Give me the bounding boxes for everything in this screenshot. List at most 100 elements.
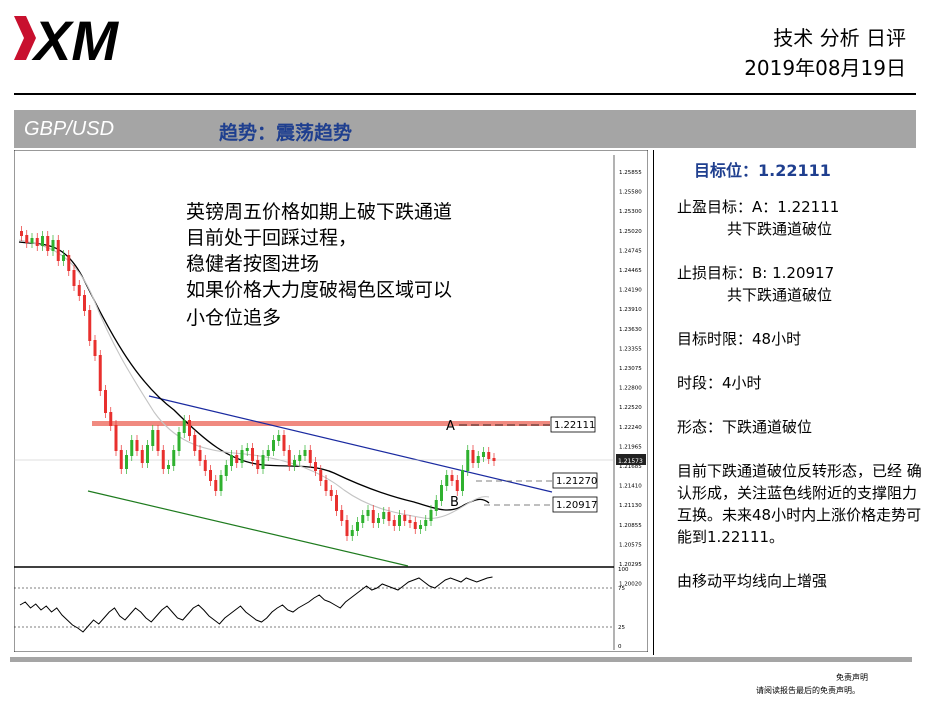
candle xyxy=(62,255,65,261)
price-tick-label: 1.22520 xyxy=(619,405,642,411)
candle xyxy=(419,525,422,529)
indicator-tick-label: 25 xyxy=(618,625,625,631)
resistance-zone xyxy=(92,421,550,426)
header-divider xyxy=(14,93,916,95)
level-a-label: A xyxy=(446,419,455,434)
channel-top-line xyxy=(148,395,553,493)
level-b-box xyxy=(552,496,598,513)
candle xyxy=(177,432,181,451)
candle xyxy=(214,480,218,491)
channel-bottom-line xyxy=(87,490,409,567)
candle xyxy=(366,510,370,516)
candle xyxy=(466,450,470,471)
candle xyxy=(266,450,270,456)
candle xyxy=(130,440,134,456)
candle xyxy=(429,510,433,521)
level-a-value: 1.22111 xyxy=(554,420,595,431)
candle xyxy=(476,456,480,463)
candle xyxy=(209,470,212,481)
price-tick-label: 1.23910 xyxy=(619,307,642,313)
stop-loss-note: 共下跌通道破位 xyxy=(727,286,833,304)
candle xyxy=(77,285,81,296)
chart-frame xyxy=(14,150,648,652)
annotation-line: 稳健者按图进场 xyxy=(186,253,319,275)
candle xyxy=(235,455,239,463)
price-tick-label: 1.23075 xyxy=(619,366,642,372)
price-axis-labels: 1.25855 1.25580 1.25300 1.25020 1.24745 1.244… xyxy=(619,170,642,588)
candle xyxy=(413,522,417,529)
price-tick-label: 1.20020 xyxy=(619,582,642,588)
candle xyxy=(193,435,197,451)
candle xyxy=(308,450,312,463)
time-limit: 目标时限：48小时 xyxy=(677,330,802,348)
annotation-line: 如果价格大力度破褐色区域可以 xyxy=(186,279,452,301)
candle xyxy=(277,435,281,441)
candle xyxy=(303,450,307,456)
candle xyxy=(350,530,354,536)
candles xyxy=(20,226,496,541)
candle xyxy=(287,450,291,466)
indicator-tick-label: 100 xyxy=(618,567,629,573)
price-tick-label: 1.22240 xyxy=(619,425,642,431)
level-mid-box xyxy=(552,472,598,489)
candle xyxy=(398,515,401,526)
level-b-value: 1.20917 xyxy=(556,500,597,511)
level-b-label: B xyxy=(450,495,459,510)
target-price: 目标位：1.22111 xyxy=(694,161,831,180)
candle xyxy=(35,238,39,246)
last-price-value: 1.21573 xyxy=(618,458,643,465)
price-tick-label: 1.20295 xyxy=(619,562,642,568)
analysis-panel: 目标位：1.22111 止盈目标：A：1.22111 共下跌通道破位 止损目标：… xyxy=(677,160,927,592)
candle xyxy=(240,450,244,463)
price-tick-label: 1.20575 xyxy=(619,542,642,548)
candle xyxy=(492,458,496,461)
candle xyxy=(324,480,328,491)
price-tick-label: 1.22800 xyxy=(619,386,642,392)
price-tick-label: 1.24190 xyxy=(619,288,642,294)
disclaimer-title: 免责声明 xyxy=(836,673,868,682)
annotation-line: 小仓位追多 xyxy=(186,307,281,329)
pattern: 形态：下跌通道破位 xyxy=(677,418,813,436)
price-tick-label: 1.25020 xyxy=(619,229,642,235)
candle xyxy=(314,462,317,471)
candle xyxy=(230,455,233,466)
price-tick-label: 1.21685 xyxy=(619,464,642,470)
candle xyxy=(114,425,118,451)
candle xyxy=(408,520,412,523)
candle xyxy=(298,455,302,461)
indicator-tick-label: 75 xyxy=(618,586,625,592)
candle xyxy=(356,522,359,531)
candle xyxy=(203,460,207,471)
candle xyxy=(172,450,176,466)
trend-label: 趋势：震荡趋势 xyxy=(219,122,353,144)
candle xyxy=(109,412,113,426)
annotation-line: 英镑周五价格如期上破下跌通道 xyxy=(186,201,452,223)
title-bar: GBP/USD 趋势：震荡趋势 xyxy=(14,110,916,148)
candle xyxy=(251,448,254,461)
candle xyxy=(455,480,459,491)
price-tick-label: 1.24465 xyxy=(619,268,642,274)
footer-divider xyxy=(10,657,912,662)
candle xyxy=(167,465,170,469)
price-tick-label: 1.23355 xyxy=(619,346,642,352)
candle xyxy=(377,518,380,523)
panel-divider xyxy=(653,150,654,655)
price-tick-label: 1.25300 xyxy=(619,209,642,215)
report-title: 技术 分析 日评 xyxy=(773,26,906,50)
oscillator-line xyxy=(19,576,493,633)
candle xyxy=(20,231,23,236)
candle xyxy=(382,512,386,519)
take-profit: 止盈目标：A：1.22111 xyxy=(677,198,840,216)
price-tick-label: 1.25855 xyxy=(619,170,642,176)
candle xyxy=(450,475,454,481)
candle xyxy=(482,452,485,457)
candle xyxy=(46,236,50,251)
report-date: 2019年08月19日 xyxy=(744,56,906,80)
candle xyxy=(125,455,128,469)
disclaimer-text: 请阅读报告最后的免责声明。 xyxy=(756,686,860,695)
candle xyxy=(487,452,491,459)
level-mid-value: 1.21270 xyxy=(556,476,597,487)
level-a-box xyxy=(550,416,596,433)
period: 时段：4小时 xyxy=(677,374,762,392)
price-tick-label: 1.24745 xyxy=(619,248,642,254)
